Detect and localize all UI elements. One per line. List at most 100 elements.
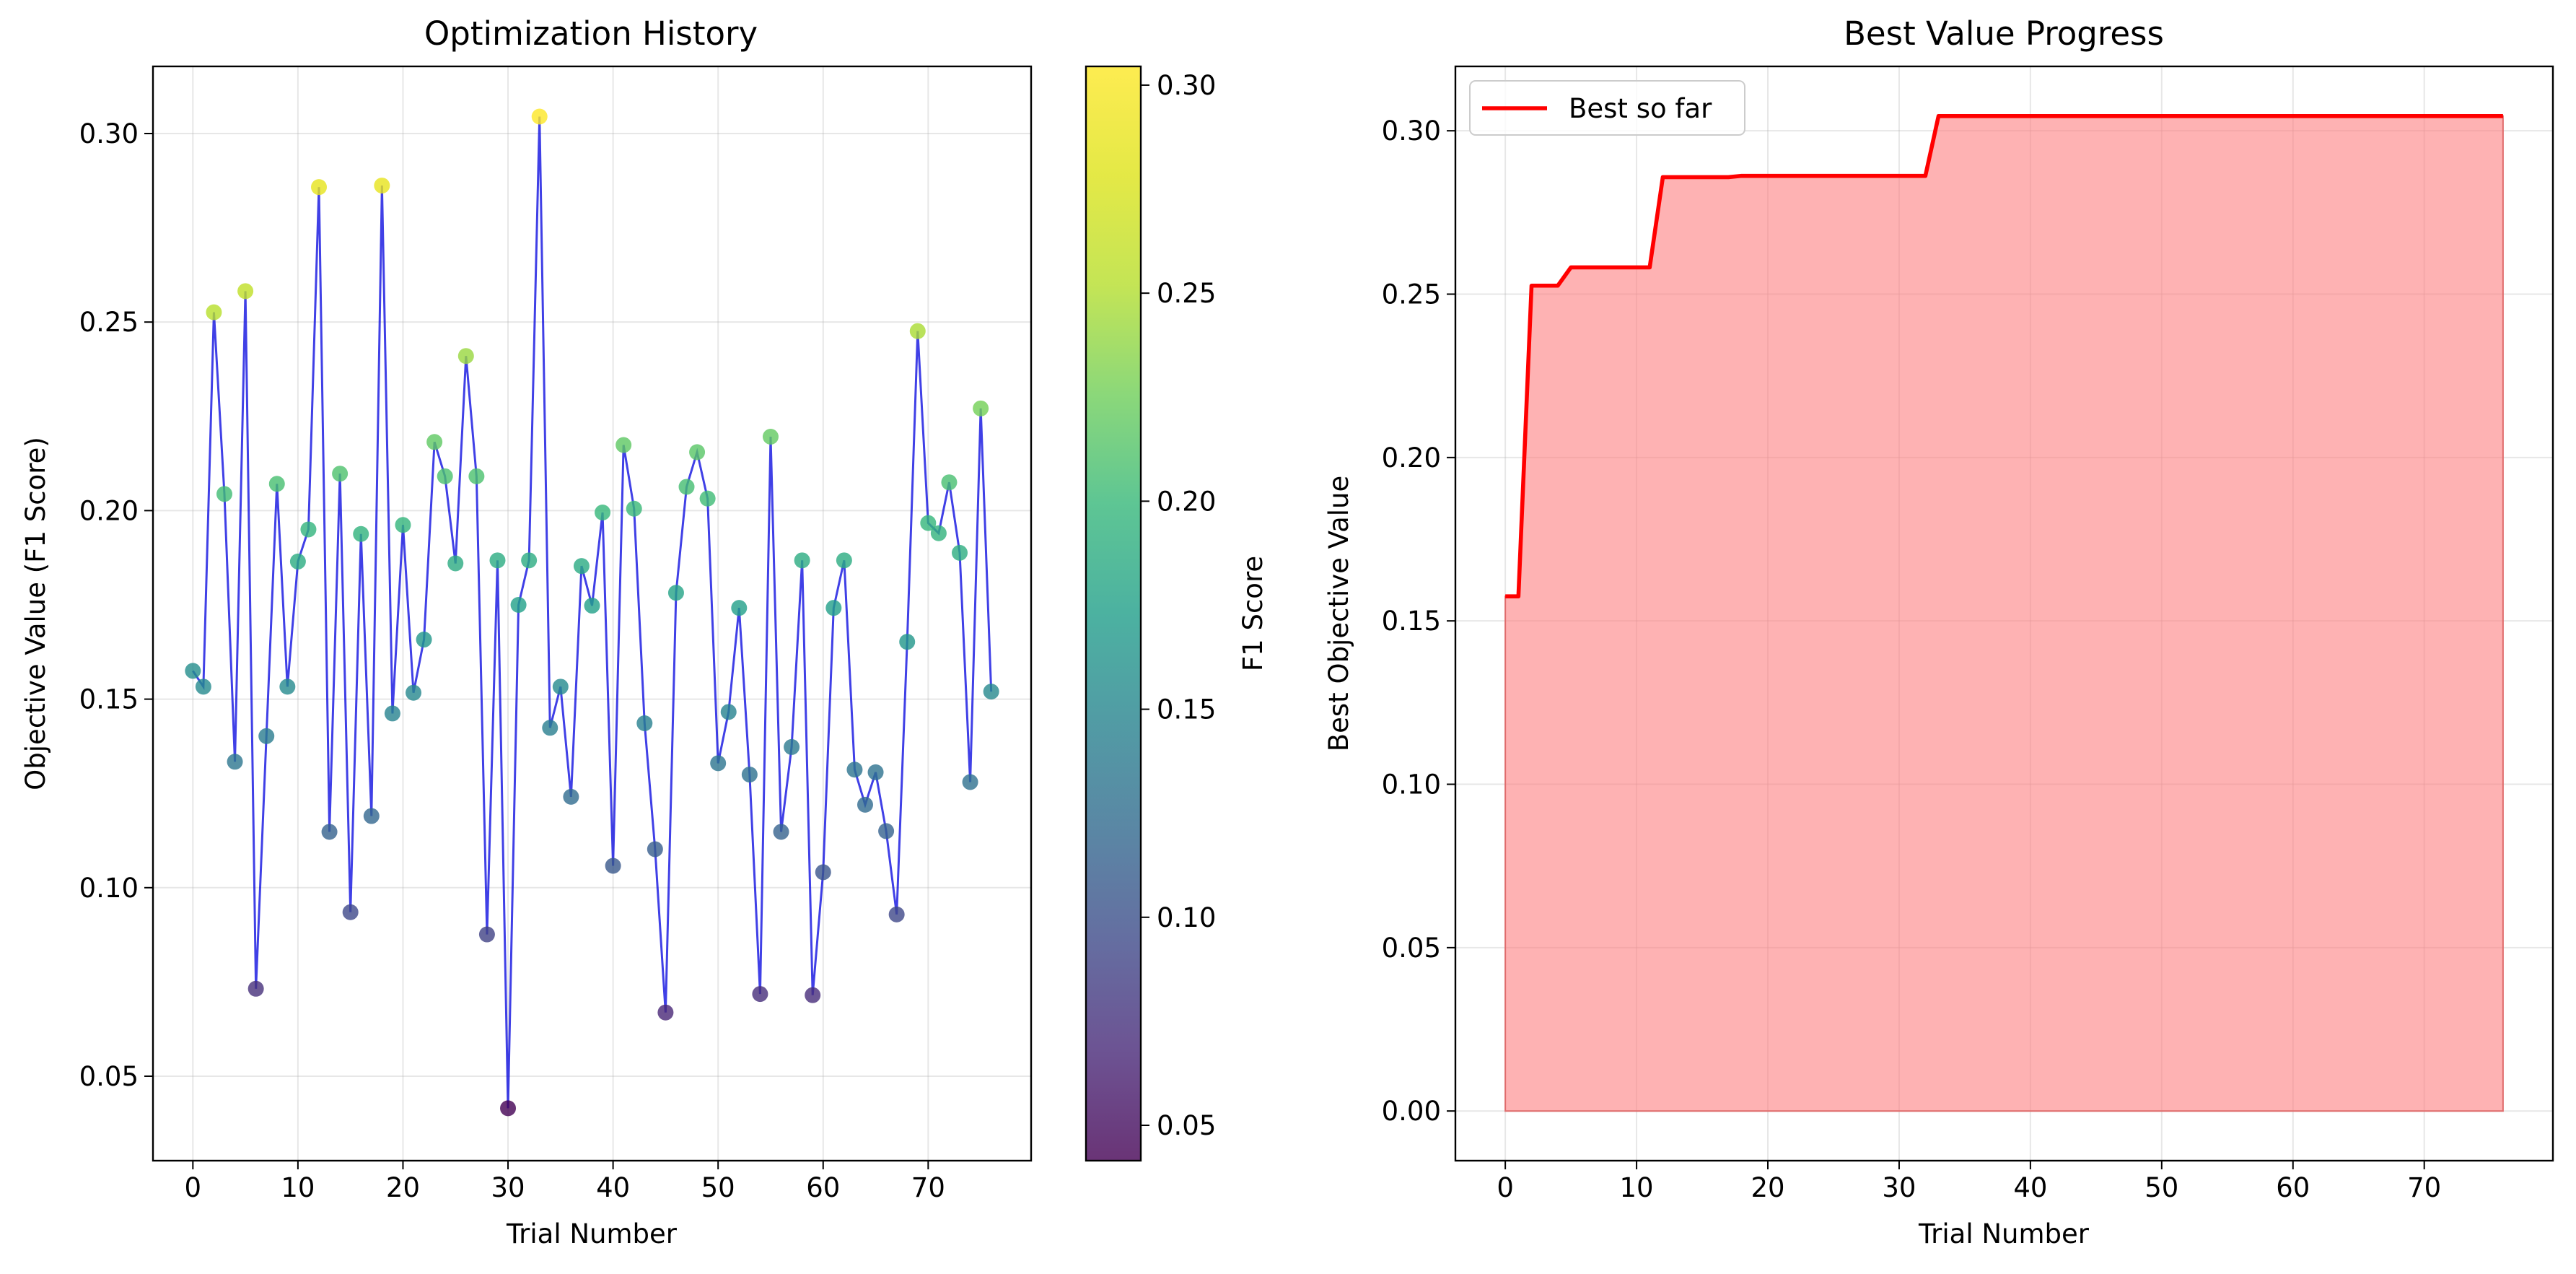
trial-point	[867, 764, 884, 780]
trial-point	[216, 486, 232, 502]
trial-point	[500, 1100, 517, 1117]
trial-point	[762, 428, 779, 445]
y-tick-label: 0.30	[1382, 115, 1441, 147]
trial-point	[468, 468, 485, 484]
x-tick-label: 30	[1882, 1172, 1916, 1203]
x-tick-label: 0	[185, 1172, 202, 1203]
x-tick-label: 50	[701, 1172, 735, 1203]
trial-point	[300, 521, 317, 538]
x-tick-label: 20	[386, 1172, 420, 1203]
legend-label: Best so far	[1569, 93, 1712, 124]
y-tick-label: 0.05	[79, 1061, 139, 1092]
trial-point	[605, 858, 621, 874]
trial-point	[752, 986, 768, 1003]
trial-point	[321, 824, 338, 840]
trial-point	[647, 841, 663, 858]
y-axis-label: Best Objective Value	[1323, 476, 1354, 752]
trial-point	[510, 596, 527, 613]
trial-point	[846, 762, 863, 778]
x-tick-label: 70	[911, 1172, 945, 1203]
colorbar-gradient	[1086, 66, 1141, 1161]
trial-point	[437, 468, 453, 484]
x-tick-label: 40	[2013, 1172, 2047, 1203]
trial-point	[741, 767, 758, 783]
trial-point	[247, 980, 264, 997]
trial-point	[636, 715, 653, 732]
legend-box	[1469, 80, 1745, 136]
trial-point	[332, 466, 349, 482]
trial-point	[836, 552, 852, 569]
trial-point	[657, 1004, 674, 1021]
trial-point	[805, 987, 821, 1003]
colorbar-frame	[1085, 65, 1142, 1162]
plot-area	[1504, 114, 2504, 1112]
colorbar-tick-label: 0.20	[1157, 486, 1216, 517]
y-axis-label: Objective Value (F1 Score)	[20, 437, 51, 790]
trial-point	[909, 323, 926, 339]
grid	[153, 66, 1031, 1161]
y-axis: 0.00 0.05 0.10 0.15 0.20 0.25 0.30	[1382, 115, 1455, 1127]
trial-point	[731, 600, 748, 616]
trial-point	[206, 304, 222, 320]
colorbar-tick-label: 0.30	[1157, 70, 1216, 101]
trial-point	[426, 434, 443, 450]
trial-point	[563, 788, 579, 805]
trial-point	[416, 632, 432, 648]
axes-frame	[1454, 65, 2554, 1162]
trial-point	[784, 738, 800, 755]
x-tick-label: 50	[2145, 1172, 2178, 1203]
trial-point	[478, 926, 495, 943]
trial-point	[794, 552, 810, 569]
trial-point	[573, 558, 590, 575]
x-axis: 0 10 20 30 40 50 60 70	[1497, 1161, 2441, 1203]
trial-point	[773, 824, 789, 840]
best-so-far-line	[1505, 114, 2503, 599]
colorbar: 0.05 0.10 0.15 0.20 0.25 0.30 F1 Score	[1085, 65, 1269, 1162]
trial-point	[289, 553, 306, 570]
trial-point	[311, 179, 328, 196]
trial-point	[699, 490, 716, 507]
trial-point	[447, 555, 464, 572]
trial-point	[815, 864, 831, 881]
trial-point	[930, 525, 947, 541]
trial-point	[395, 517, 411, 533]
trial-point	[689, 444, 706, 461]
trial-point	[667, 585, 684, 601]
y-tick-label: 0.25	[1382, 279, 1441, 310]
x-axis: 0 10 20 30 40 50 60 70	[185, 1161, 945, 1203]
trial-point	[342, 904, 359, 920]
trial-point	[584, 598, 600, 614]
y-tick-label: 0.10	[1382, 769, 1441, 800]
x-tick-label: 10	[1620, 1172, 1654, 1203]
colorbar-tick-label: 0.25	[1157, 278, 1216, 309]
trial-point	[720, 704, 737, 720]
trial-point	[595, 504, 611, 520]
optimization-history-panel: Optimization History 0 10 20 30 40 50 60 70 0.0…	[20, 14, 1269, 1249]
x-tick-label: 70	[2407, 1172, 2441, 1203]
trial-point	[542, 720, 558, 736]
trial-point	[185, 663, 201, 679]
colorbar-tick-label: 0.15	[1157, 694, 1216, 725]
trial-point	[857, 796, 873, 813]
x-tick-label: 60	[2276, 1172, 2310, 1203]
trial-point	[531, 108, 548, 125]
trial-point	[615, 437, 632, 453]
y-tick-label: 0.25	[79, 307, 139, 338]
x-tick-label: 20	[1751, 1172, 1784, 1203]
trial-point	[489, 552, 506, 569]
trial-point	[374, 178, 390, 194]
chart-title: Optimization History	[424, 14, 758, 53]
trial-point	[457, 348, 474, 365]
trial-point	[825, 600, 842, 616]
legend: Best so far	[1469, 80, 1745, 136]
y-tick-label: 0.20	[79, 495, 139, 526]
trial-point	[279, 679, 296, 695]
trial-point	[353, 525, 369, 542]
trial-point	[363, 808, 380, 824]
trial-point	[678, 479, 695, 495]
colorbar-tick-label: 0.05	[1157, 1110, 1216, 1141]
trial-point	[710, 755, 727, 772]
y-axis: 0.05 0.10 0.15 0.20 0.25 0.30	[79, 118, 153, 1092]
trial-point	[258, 728, 275, 744]
